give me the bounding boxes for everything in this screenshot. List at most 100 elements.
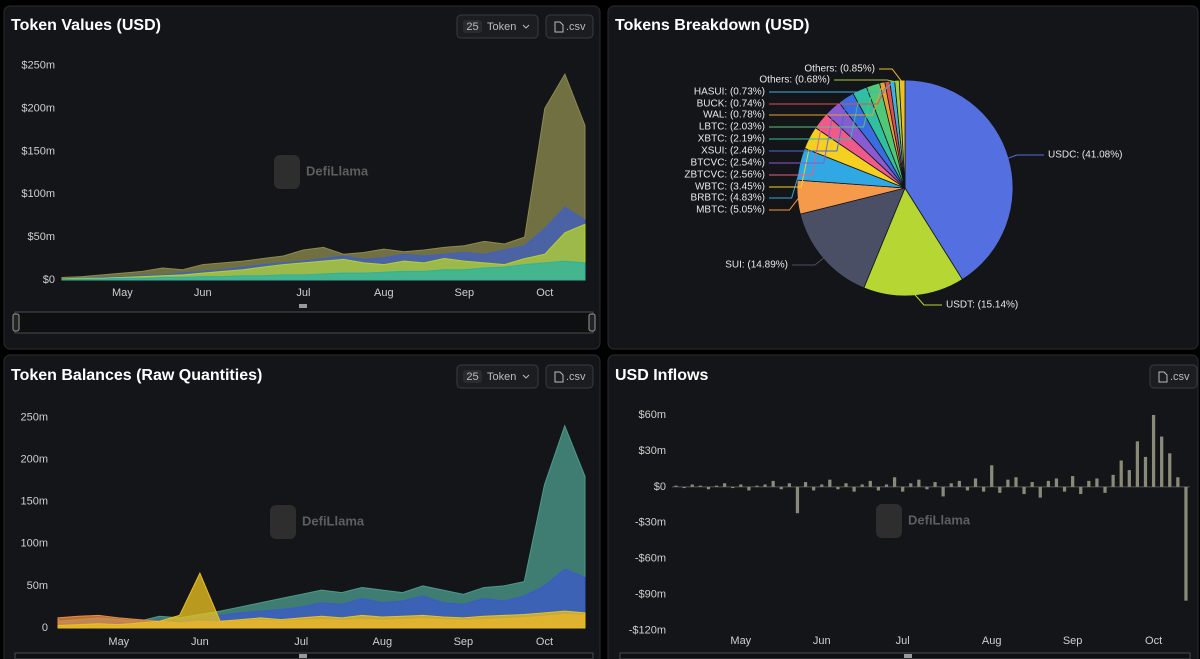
bar: [1062, 486, 1067, 492]
bar: [973, 478, 978, 487]
pie-label: BTCVC: (2.54%): [691, 158, 765, 169]
pie-label: HASUI: (0.73%): [694, 87, 765, 98]
slider-grip[interactable]: [299, 304, 307, 308]
x-tick-label: Jun: [813, 635, 831, 647]
y-tick-label: 50m: [27, 580, 48, 592]
bar: [747, 486, 751, 491]
csv-label: .csv: [566, 371, 586, 383]
bar: [722, 483, 727, 487]
x-tick-label: Aug: [373, 636, 393, 648]
token-count-box: [463, 370, 482, 383]
bar: [682, 486, 686, 489]
bar: [1176, 477, 1180, 487]
file-icon: [554, 371, 564, 383]
token-filter-label: Token: [487, 21, 516, 33]
x-tick-label: Aug: [374, 287, 394, 299]
bar: [892, 477, 897, 487]
pie-label: USDC: (41.08%): [1048, 150, 1122, 161]
bar: [795, 486, 800, 514]
pie-label: XSUI: (2.46%): [701, 146, 765, 157]
leader-line: [834, 79, 898, 83]
slider-grip[interactable]: [299, 654, 307, 658]
bar: [731, 486, 735, 489]
bar: [949, 483, 953, 487]
bar: [836, 486, 840, 490]
x-tick-label: Jun: [191, 636, 209, 648]
slider-grip[interactable]: [904, 654, 912, 658]
bar: [852, 486, 856, 492]
bar: [1006, 479, 1010, 487]
watermark-logo: [270, 505, 296, 539]
x-tick-label: May: [730, 635, 751, 647]
bar: [1135, 441, 1140, 487]
pie-label: WBTC: (3.45%): [695, 182, 765, 193]
x-tick-label: Oct: [536, 287, 553, 299]
bar: [1071, 476, 1075, 487]
token-filter-label: Token: [487, 371, 516, 383]
panel: [3, 354, 601, 659]
pie-label: USDT: (15.14%): [946, 300, 1018, 311]
y-tick-label: -$30m: [635, 517, 666, 529]
bar: [1014, 477, 1018, 487]
x-tick-label: Jul: [296, 287, 310, 299]
watermark: DefiLlama: [908, 512, 971, 527]
token-count-box: [463, 20, 482, 33]
pie-label: Others: (0.68%): [759, 75, 830, 86]
bar: [1119, 460, 1123, 487]
leader-line: [769, 138, 812, 188]
bar: [1184, 486, 1188, 601]
watermark-logo: [876, 504, 902, 538]
x-tick-label: Sep: [455, 287, 475, 299]
slider-handle[interactable]: [12, 313, 20, 332]
y-tick-label: $0: [654, 481, 666, 493]
y-tick-label: -$60m: [635, 553, 666, 565]
bar: [1127, 470, 1131, 487]
pie-label: MBTC: (5.05%): [696, 205, 765, 216]
y-tick-label: 100m: [20, 538, 48, 550]
bar: [1143, 456, 1148, 487]
range-slider[interactable]: [14, 652, 594, 659]
bar: [876, 486, 881, 491]
x-tick-label: Sep: [1063, 635, 1083, 647]
pie-label: BUCK: (0.74%): [697, 99, 765, 110]
slider-track[interactable]: [14, 311, 594, 334]
bar: [714, 485, 719, 487]
panel: [607, 354, 1199, 659]
slider-handle[interactable]: [588, 313, 596, 332]
y-tick-label: $60m: [638, 409, 666, 421]
bar: [1111, 474, 1115, 487]
bar: [860, 484, 864, 487]
bar: [674, 485, 678, 487]
y-tick-label: -$90m: [635, 589, 666, 601]
bar: [1030, 482, 1034, 487]
range-slider[interactable]: [619, 652, 1191, 659]
bar: [812, 486, 816, 491]
leader-line: [769, 196, 800, 211]
x-tick-label: May: [108, 636, 129, 648]
bar: [771, 480, 775, 487]
chart-title: USD Inflows: [615, 367, 708, 384]
leader-line: [769, 82, 893, 93]
bar: [1151, 414, 1156, 487]
y-tick-label: 0: [42, 622, 48, 634]
leader-line: [769, 121, 823, 176]
bar: [1079, 486, 1083, 495]
watermark-logo: [274, 155, 300, 189]
bar: [884, 484, 889, 487]
bar: [909, 483, 913, 487]
area: [57, 572, 586, 629]
bar: [1168, 453, 1172, 487]
y-tick-label: $0: [43, 274, 55, 286]
range-slider[interactable]: [12, 304, 596, 334]
watermark: DefiLlama: [302, 513, 365, 528]
leader-line: [769, 84, 884, 116]
chart-title: Tokens Breakdown (USD): [615, 17, 809, 34]
pie-label: XBTC: (2.19%): [698, 134, 765, 145]
leader-line: [769, 86, 875, 128]
y-tick-label: $100m: [21, 188, 55, 200]
watermark: DefiLlama: [306, 163, 369, 178]
csv-label: .csv: [1170, 371, 1190, 383]
leader-line: [879, 68, 903, 83]
x-tick-label: Oct: [1145, 635, 1162, 647]
